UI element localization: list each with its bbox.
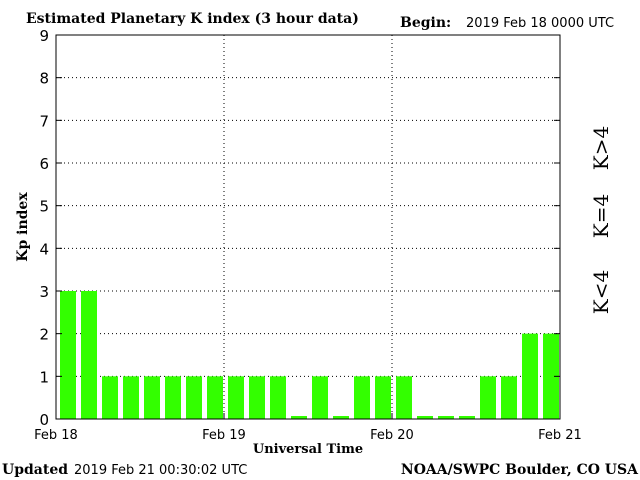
- x-tick-label: Feb 19: [202, 428, 246, 443]
- x-axis-label: Universal Time: [253, 442, 363, 457]
- kp-bar: [60, 291, 76, 419]
- kp-bar: [81, 291, 97, 419]
- y-tick-label: 3: [39, 283, 49, 301]
- legend-quiet: K<4: [589, 270, 613, 314]
- x-axis-ticks: Feb 18 Feb 19 Feb 20 Feb 21: [34, 413, 582, 443]
- y-tick-label: 0: [39, 411, 49, 429]
- chart-title: Estimated Planetary K index (3 hour data…: [26, 11, 359, 27]
- kp-bar: [459, 416, 475, 419]
- bars-group: [60, 291, 559, 419]
- updated-value: 2019 Feb 21 00:30:02 UTC: [74, 463, 247, 478]
- x-tick-label: Feb 18: [34, 428, 78, 443]
- y-tick-label: 4: [39, 240, 49, 258]
- kp-bar: [375, 376, 391, 419]
- kp-bar: [144, 376, 160, 419]
- kp-bar: [102, 376, 118, 419]
- updated-label: Updated: [2, 462, 68, 478]
- kp-bar: [354, 376, 370, 419]
- credit-text: NOAA/SWPC Boulder, CO USA: [401, 462, 639, 478]
- kp-bar: [438, 416, 454, 419]
- legend-active: K=4: [589, 194, 613, 238]
- kp-bar: [270, 376, 286, 419]
- y-tick-label: 9: [39, 27, 49, 45]
- kp-bar: [501, 376, 517, 419]
- kp-bar: [207, 376, 223, 419]
- kp-bar: [543, 333, 559, 419]
- plot-frame: [55, 34, 561, 420]
- grid-lines: [56, 35, 560, 419]
- kp-bar: [186, 376, 202, 419]
- kp-bar: [165, 376, 181, 419]
- begin-value: 2019 Feb 18 0000 UTC: [466, 16, 614, 31]
- kp-bar: [123, 376, 139, 419]
- kp-bar: [480, 376, 496, 419]
- kp-bar: [291, 416, 307, 419]
- kp-bar: [312, 376, 328, 419]
- kp-bar: [417, 416, 433, 419]
- kp-bar: [333, 416, 349, 419]
- y-tick-label: 8: [39, 70, 49, 88]
- y-axis-ticks: 0 1 2 3 4 5 6 7 8 9: [39, 27, 560, 429]
- y-tick-label: 7: [39, 112, 49, 130]
- kp-bar: [249, 376, 265, 419]
- x-tick-label: Feb 21: [538, 428, 582, 443]
- kp-bar: [396, 376, 412, 419]
- y-tick-label: 5: [39, 198, 49, 216]
- y-axis-label: Kp index: [15, 192, 31, 262]
- y-tick-label: 6: [39, 155, 49, 173]
- x-tick-label: Feb 20: [370, 428, 414, 443]
- y-tick-label: 1: [39, 368, 49, 386]
- kp-bar: [228, 376, 244, 419]
- begin-label: Begin:: [400, 15, 451, 31]
- legend-storm: K>4: [589, 126, 613, 170]
- y-tick-label: 2: [39, 326, 49, 344]
- kp-bar: [522, 333, 538, 419]
